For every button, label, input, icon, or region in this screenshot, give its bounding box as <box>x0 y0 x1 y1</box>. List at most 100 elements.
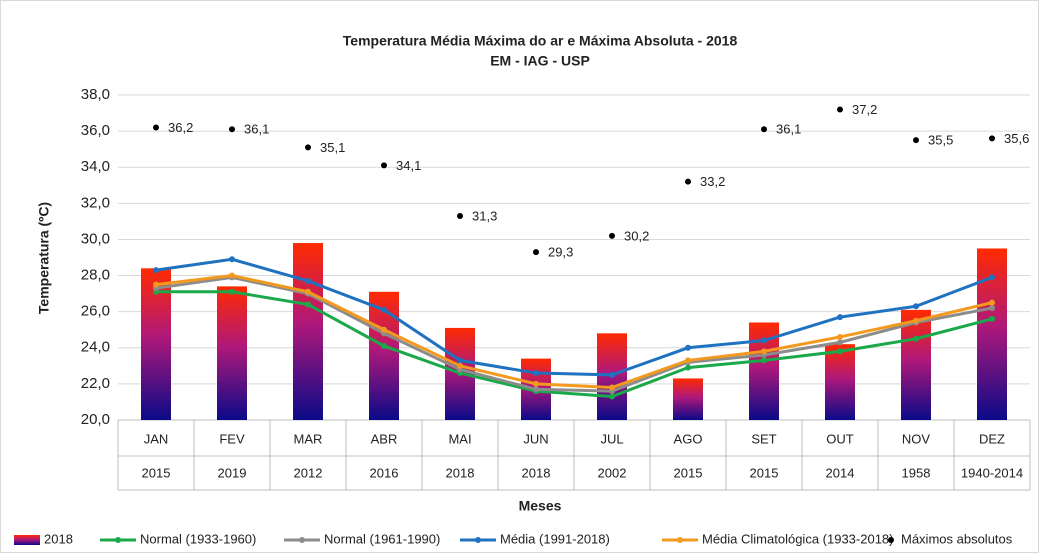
bar <box>825 344 855 420</box>
y-tick-label: 34,0 <box>81 158 110 175</box>
bar <box>293 243 323 420</box>
line-marker <box>761 348 767 355</box>
x-tick-label: DEZ <box>979 431 1005 446</box>
line-marker <box>837 333 843 340</box>
x-year-label: 2015 <box>750 465 779 480</box>
legend-label: 2018 <box>44 531 73 546</box>
line-marker <box>989 274 995 281</box>
point <box>989 135 995 142</box>
point <box>913 137 919 144</box>
line-marker <box>305 277 311 284</box>
line-marker <box>913 303 919 310</box>
legend-label: Normal (1933-1960) <box>140 531 256 546</box>
x-tick-label: AGO <box>674 431 703 446</box>
legend-label: Máximos absolutos <box>901 531 1013 546</box>
y-tick-label: 30,0 <box>81 230 110 247</box>
line-marker <box>305 301 311 308</box>
x-tick-label: SET <box>751 431 776 446</box>
y-tick-label: 36,0 <box>81 122 110 139</box>
line-marker <box>533 386 539 393</box>
data-label: 36,1 <box>776 122 801 137</box>
line-marker <box>533 370 539 377</box>
x-year-label: 2015 <box>674 465 703 480</box>
point <box>305 144 311 151</box>
legend-swatch <box>475 537 481 543</box>
line-marker <box>609 384 615 391</box>
line-marker <box>837 348 843 355</box>
x-tick-label: JUN <box>523 431 548 446</box>
legend-swatch <box>677 537 683 543</box>
line-marker <box>685 357 691 364</box>
x-year-label: 2002 <box>598 465 627 480</box>
line-marker <box>837 314 843 321</box>
x-tick-label: FEV <box>219 431 245 446</box>
data-label: 35,5 <box>928 133 953 148</box>
y-tick-label: 38,0 <box>81 86 110 103</box>
chart-title: Temperatura Média Máxima do ar e Máxima … <box>343 33 738 49</box>
data-label: 36,1 <box>244 122 269 137</box>
legend-swatch <box>888 537 894 543</box>
legend-swatch <box>115 537 121 543</box>
line <box>155 274 993 390</box>
x-tick-label: NOV <box>902 431 931 446</box>
line-marker <box>989 305 995 312</box>
legend-label: Normal (1961-1990) <box>324 531 440 546</box>
data-label: 37,2 <box>852 102 877 117</box>
point <box>609 232 615 239</box>
x-year-label: 2012 <box>294 465 323 480</box>
line-marker <box>153 281 159 288</box>
legend-swatch <box>14 535 40 545</box>
x-year-label: 2018 <box>522 465 551 480</box>
x-year-label: 2018 <box>446 465 475 480</box>
x-tick-label: ABR <box>371 431 398 446</box>
legend-swatch <box>299 537 305 543</box>
x-year-label: 2019 <box>218 465 247 480</box>
line-marker <box>761 357 767 364</box>
line-marker <box>837 339 843 346</box>
point <box>381 162 387 169</box>
line-marker <box>381 326 387 333</box>
line-marker <box>685 364 691 371</box>
y-axis-title: Temperatura (ºC) <box>36 202 52 314</box>
x-tick-label: OUT <box>826 431 854 446</box>
line-marker <box>609 371 615 378</box>
point <box>457 212 463 219</box>
x-tick-label: MAI <box>448 431 471 446</box>
point <box>153 124 159 131</box>
bar <box>217 286 247 420</box>
x-year-label: 1940-2014 <box>961 465 1023 480</box>
bar <box>369 291 399 420</box>
bar <box>901 309 931 420</box>
line-marker <box>229 272 235 279</box>
data-label: 33,2 <box>700 174 725 189</box>
x-tick-label: JUL <box>600 431 623 446</box>
point <box>837 106 843 113</box>
y-tick-label: 28,0 <box>81 267 110 284</box>
line-marker <box>305 288 311 295</box>
y-tick-label: 20,0 <box>81 411 110 428</box>
x-tick-label: MAR <box>294 431 323 446</box>
line-marker <box>533 380 539 387</box>
bar <box>977 248 1007 420</box>
data-label: 34,1 <box>396 158 421 173</box>
line-marker <box>381 306 387 313</box>
data-label: 35,6 <box>1004 131 1029 146</box>
point <box>229 126 235 133</box>
line-marker <box>913 317 919 324</box>
data-label: 35,1 <box>320 140 345 155</box>
bar <box>673 378 703 420</box>
point <box>533 249 539 256</box>
data-label: 29,3 <box>548 245 573 260</box>
line-marker <box>229 288 235 295</box>
line-marker <box>229 256 235 263</box>
x-year-label: 2014 <box>826 465 855 480</box>
y-tick-label: 26,0 <box>81 303 110 320</box>
line-marker <box>457 357 463 364</box>
line-marker <box>153 267 159 274</box>
y-tick-label: 32,0 <box>81 194 110 211</box>
data-label: 36,2 <box>168 120 193 135</box>
line <box>156 290 993 399</box>
y-tick-label: 22,0 <box>81 375 110 392</box>
